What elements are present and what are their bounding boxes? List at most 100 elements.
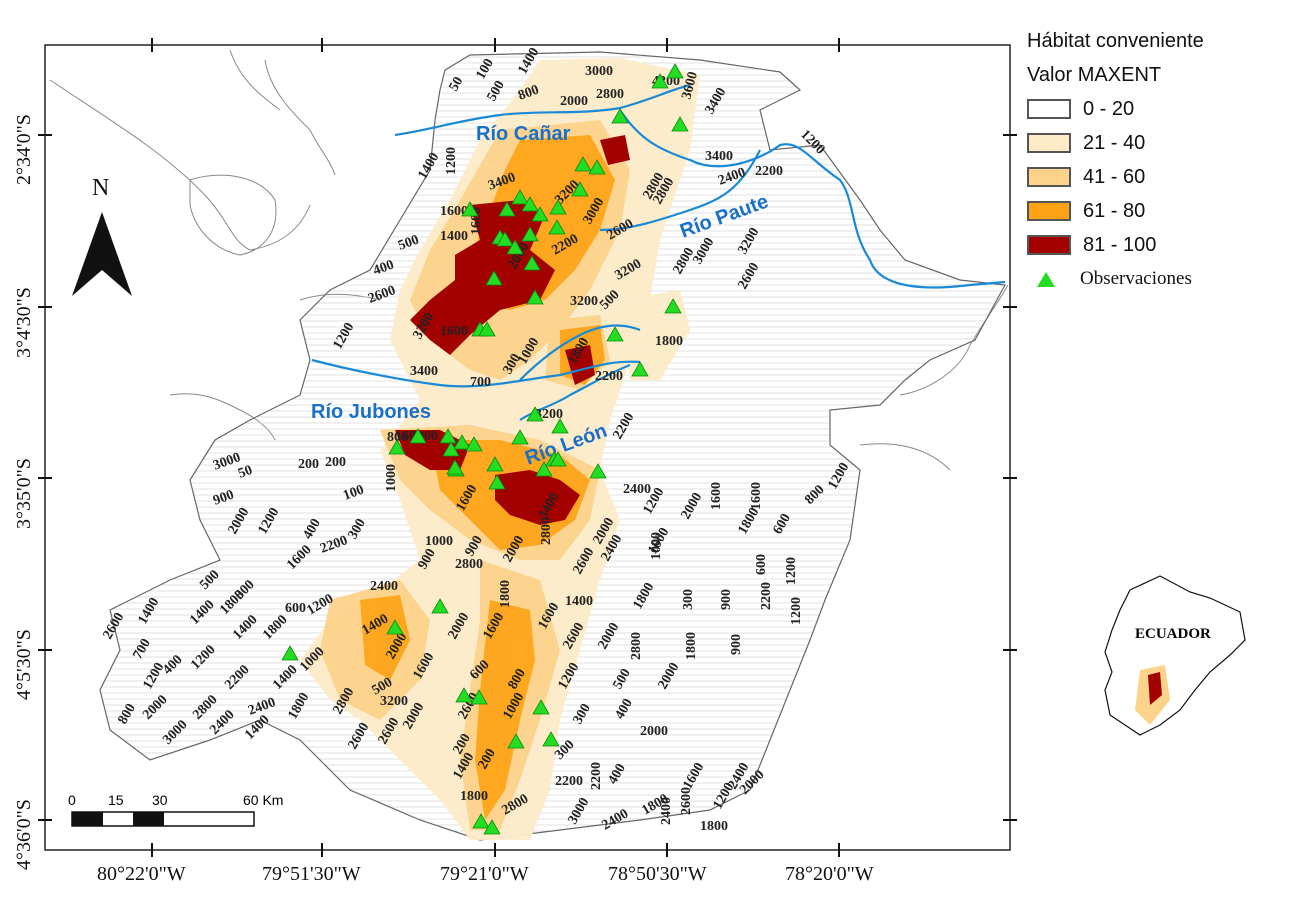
legend-swatch [1027,167,1071,187]
observation-triangle-icon [1037,271,1055,287]
observation-point [571,181,589,197]
lon-label-4: 78°50'30"W [608,863,707,885]
scale-tick-60: 60 Km [243,792,283,808]
observation-point [666,63,684,79]
contour-label: 3200 [535,407,563,422]
contour-label: 2200 [589,762,604,790]
observation-point [461,201,479,217]
river-label-canar: Río Cañar [476,123,571,145]
lon-label-1: 80°22'0"W [97,863,186,885]
scale-tick-0: 0 [68,792,76,808]
river-jubones-north [519,324,641,381]
observation-point [574,156,592,172]
contour-label: 400 [371,257,396,278]
observation-points [281,63,689,835]
contour-label: 600 [285,601,306,616]
observation-point [549,451,567,467]
legend-title: Hábitat conveniente [1027,30,1204,52]
lat-label-5: 4°36'0"S [13,799,35,870]
legend-item-21-40: 21 - 40 [1027,126,1287,160]
contour-label: 900 [719,589,734,610]
observation-point [549,199,567,215]
observation-point [455,687,473,703]
observation-point [526,406,544,422]
contour-label: 1800 [460,789,488,804]
observation-point [446,459,464,475]
ecuador-outline [1104,575,1246,736]
contour-label: 100 [341,482,366,503]
river-jubones [311,358,641,388]
contour-label: 300 [681,589,696,610]
observation-point [526,289,544,305]
observation-point [498,201,516,217]
contour-label: 200 [325,455,346,470]
contour-label: 1800 [684,632,699,660]
contour-label: 200 [298,457,319,472]
observation-point [589,463,607,479]
contour-label: 1000 [425,534,453,549]
contour-label: 1600 [709,482,724,510]
observation-point [506,239,524,255]
contour-label: 2400 [623,482,651,497]
contour-label: 2200 [555,774,583,789]
legend-item-61-80: 61 - 80 [1027,194,1287,228]
contour-label: 50 [446,74,466,94]
contour-label: 1400 [565,594,593,609]
legend-observations-label: Observaciones [1080,268,1192,289]
legend-item-81-100: 81 - 100 [1027,228,1287,262]
observation-point [606,326,624,342]
contour-label: 3600 [679,70,701,101]
contour-label: 1200 [789,597,804,625]
north-arrow-icon [72,212,102,296]
legend-label: 61 - 80 [1083,199,1146,222]
contour-label: 1600 [749,482,764,510]
legend-item-observations: Observaciones [1027,262,1287,296]
contour-label: 500 [396,232,421,253]
lon-label-3: 79°21'0"W [440,863,529,885]
lat-label-3: 3°35'0"S [13,458,35,529]
observation-point [478,321,496,337]
contour-label: 900 [729,634,744,655]
observation-point [483,819,501,835]
observation-point [588,159,606,175]
legend-label: 21 - 40 [1083,131,1146,154]
legend-item-0-20: 0 - 20 [1027,92,1287,126]
legend-swatch [1027,235,1071,255]
contour-label: 3200 [570,294,598,309]
legend-label: 41 - 60 [1083,165,1146,188]
contour-label: 2800 [596,87,624,102]
contour-label: 1600 [440,324,468,339]
contour-label: 2800 [539,517,554,545]
observation-point [521,196,539,212]
observation-point [470,689,488,705]
legend-swatch [1027,99,1071,119]
observation-point [465,436,483,452]
observation-point [431,598,449,614]
observation-point [439,428,457,444]
observation-point [671,116,689,132]
north-arrow: N [72,175,132,296]
contour-label: 800 [516,82,541,103]
contour-label: 900 [211,487,236,508]
contour-label: 3200 [380,694,408,709]
observation-point [521,226,539,242]
contour-label: 3400 [705,149,733,164]
observation-point [542,731,560,747]
legend-subtitle: Valor MAXENT [1027,64,1162,86]
observation-point [523,255,541,271]
scale-bar: 0 15 30 60 Km [68,792,283,827]
contour-label: 2000 [640,724,668,739]
lon-label-5: 78°20'0"W [785,863,874,885]
river-label-jubones: Río Jubones [311,401,431,423]
contour-label: 2400 [659,797,674,825]
contour-label: 50 [236,463,254,482]
observation-point [409,428,427,444]
scale-tick-15: 15 [108,792,124,808]
legend-label: 0 - 20 [1083,97,1135,120]
contour-label: 1200 [444,147,459,175]
contour-label: 2800 [455,557,483,572]
observation-point [488,474,506,490]
observation-point [532,699,550,715]
contour-label: 1800 [700,819,728,834]
